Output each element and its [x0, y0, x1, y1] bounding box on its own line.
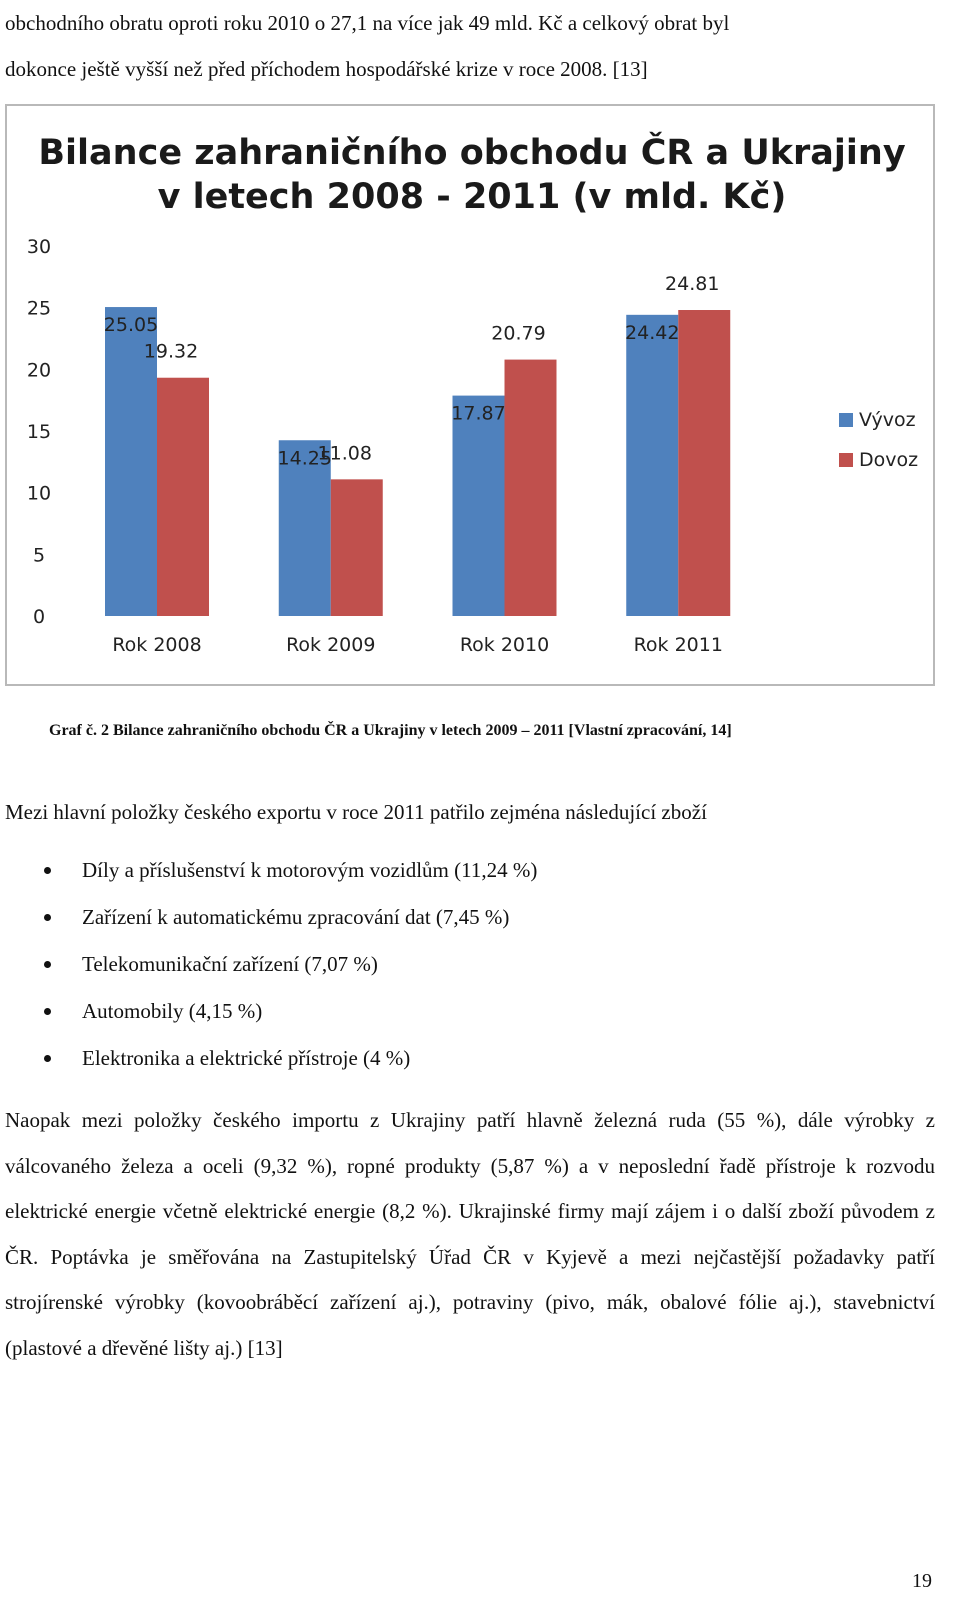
x-axis: Rok 2008 Rok 2009 Rok 2010 Rok 2011 — [112, 634, 723, 656]
legend-swatch-vývoz — [839, 413, 853, 427]
bar-vývoz-1 — [105, 307, 157, 616]
intro-line-1: obchodního obratu oproti roku 2010 o 27,… — [5, 11, 730, 35]
bullet-icon — [44, 1055, 51, 1062]
list-item-text: Díly a příslušenství k motorovým vozidlů… — [82, 858, 538, 882]
import-paragraph: Naopak mezi položky českého importu z Uk… — [5, 1108, 935, 1360]
export-intro: Mezi hlavní položky českého exportu v ro… — [5, 800, 707, 824]
data-label: 24.42 — [625, 322, 679, 344]
chart-title-line-1: Bilance zahraničního obchodu ČR a Ukraji… — [38, 131, 905, 173]
bar-vývoz-3 — [452, 395, 505, 616]
x-tick-label: Rok 2011 — [634, 634, 723, 656]
y-tick-label: 5 — [33, 544, 45, 566]
bar-dovoz-4 — [678, 310, 731, 616]
y-tick-label: 20 — [27, 359, 51, 381]
chart-title-line-2: v letech 2008 - 2011 (v mld. Kč) — [158, 177, 787, 217]
chart-canvas: Bilance zahraničního obchodu ČR a Ukraji… — [27, 131, 918, 656]
list-item: Zařízení k automatickému zpracování dat … — [0, 902, 537, 949]
list-item-text: Elektronika a elektrické přístroje (4 %) — [82, 1046, 411, 1070]
y-tick-label: 0 — [33, 606, 45, 628]
bar-dovoz-3 — [504, 359, 557, 616]
data-label: 25.05 — [104, 314, 158, 336]
figure-caption: Graf č. 2 Bilance zahraničního obchodu Č… — [49, 722, 732, 739]
y-tick-label: 25 — [27, 298, 51, 320]
x-tick-label: Rok 2008 — [112, 634, 201, 656]
page-number: 19 — [912, 1570, 932, 1592]
x-tick-label: Rok 2010 — [460, 634, 549, 656]
legend-label: Dovoz — [859, 449, 918, 471]
x-tick-label: Rok 2009 — [286, 634, 375, 656]
bar-dovoz-1 — [157, 377, 209, 616]
list-item: Automobily (4,15 %) — [0, 996, 537, 1043]
y-tick-label: 30 — [27, 236, 51, 258]
bullet-icon — [44, 914, 51, 921]
legend-swatch-dovoz — [839, 453, 853, 467]
legend-label: Vývoz — [859, 409, 916, 431]
y-axis: 0 5 10 15 20 25 30 — [27, 236, 51, 628]
chart-legend: Vývoz Dovoz — [839, 409, 918, 471]
list-item: Díly a příslušenství k motorovým vozidlů… — [0, 855, 537, 902]
bullet-icon — [44, 1008, 51, 1015]
data-label: 20.79 — [491, 323, 545, 345]
list-item-text: Zařízení k automatickému zpracování dat … — [82, 905, 510, 929]
y-tick-label: 15 — [27, 421, 51, 443]
data-label: 17.87 — [451, 403, 505, 425]
bullet-icon — [44, 867, 51, 874]
bar-vývoz-2 — [278, 440, 331, 616]
intro-line-2: dokonce ještě vyšší než před příchodem h… — [5, 57, 648, 81]
bullet-icon — [44, 961, 51, 968]
list-item: Elektronika a elektrické přístroje (4 %) — [0, 1043, 537, 1090]
bar-dovoz-2 — [330, 479, 383, 616]
export-list: Díly a příslušenství k motorovým vozidlů… — [0, 855, 537, 1090]
intro-text: obchodního obratu oproti roku 2010 o 27,… — [5, 0, 940, 92]
list-item: Telekomunikační zařízení (7,07 %) — [0, 949, 537, 996]
trade-balance-chart: Bilance zahraničního obchodu ČR a Ukraji… — [5, 104, 935, 686]
bar-vývoz-4 — [626, 314, 679, 616]
list-item-text: Telekomunikační zařízení (7,07 %) — [82, 952, 378, 976]
data-label: 11.08 — [318, 442, 372, 464]
data-label: 14.25 — [278, 447, 332, 469]
y-tick-label: 10 — [27, 483, 51, 505]
data-label: 24.81 — [665, 273, 719, 295]
list-item-text: Automobily (4,15 %) — [82, 999, 263, 1023]
data-label: 19.32 — [144, 341, 198, 363]
